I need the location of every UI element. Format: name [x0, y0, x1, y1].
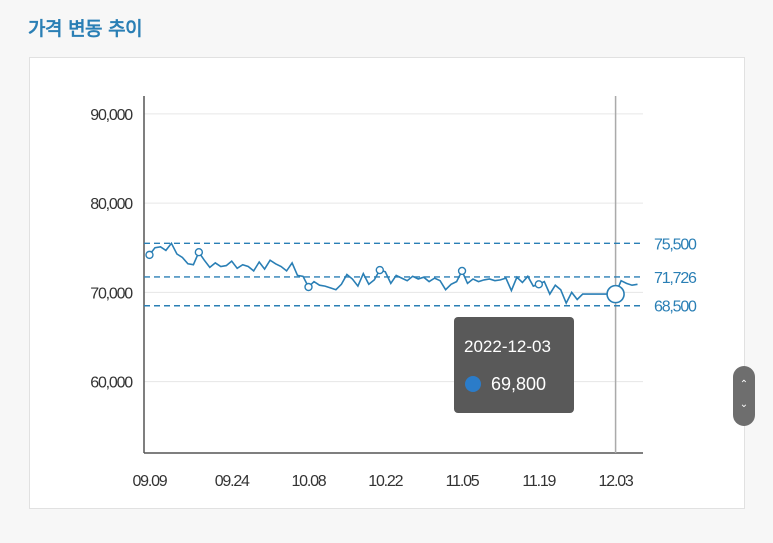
x-tick-label: 12.03 [599, 473, 634, 490]
page-title: 가격 변동 추이 [28, 18, 143, 40]
x-tick-label: 09.09 [132, 473, 167, 490]
series-marker [194, 247, 204, 257]
series-marker [145, 250, 154, 260]
y-tick-label: 60,000 [90, 375, 133, 392]
series-marker [534, 280, 544, 289]
x-tick-label: 10.22 [368, 473, 403, 490]
series-marker [457, 266, 467, 276]
chevron-up-icon[interactable]: ⌃ [739, 379, 749, 390]
reference-line-label: 75,500 [654, 236, 697, 253]
series-line [148, 241, 638, 306]
series-marker [304, 282, 313, 292]
series-marker [375, 265, 384, 275]
x-tick-label: 10.08 [291, 473, 326, 490]
y-tick-label: 80,000 [90, 196, 133, 213]
reference-line-label: 71,726 [654, 270, 697, 287]
reference-line-label: 68,500 [654, 299, 697, 316]
chart-tooltip: 2022-12-03 69,800 [454, 317, 574, 413]
x-tick-label: 11.05 [446, 473, 480, 490]
tooltip-date: 2022-12-03 [464, 337, 551, 356]
y-tick-label: 90,000 [90, 107, 133, 124]
tooltip-value: 69,800 [491, 374, 547, 394]
y-tick-label: 70,000 [90, 285, 133, 302]
highlight-point [606, 284, 625, 304]
scroll-buttons[interactable]: ⌃ ⌄ [733, 366, 755, 426]
tooltip-series-dot [465, 376, 481, 392]
chevron-down-icon[interactable]: ⌄ [739, 399, 749, 410]
x-tick-label: 11.19 [522, 473, 556, 490]
x-tick-label: 09.24 [215, 473, 250, 490]
